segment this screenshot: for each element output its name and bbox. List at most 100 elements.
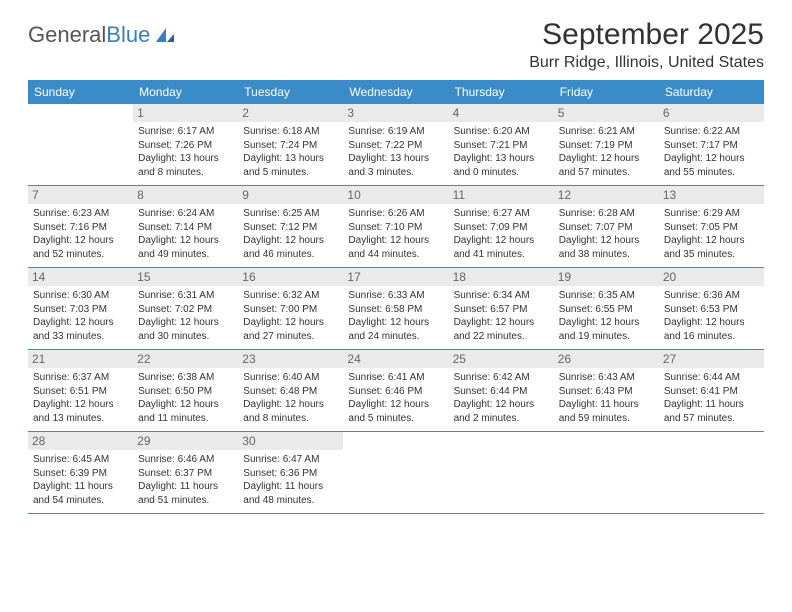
daylight-text: Daylight: 12 hours and 27 minutes. [243,316,338,343]
sunrise-text: Sunrise: 6:46 AM [138,453,233,467]
day-cell: 28Sunrise: 6:45 AMSunset: 6:39 PMDayligh… [28,432,133,513]
sunset-text: Sunset: 7:03 PM [33,303,128,317]
sunrise-text: Sunrise: 6:18 AM [243,125,338,139]
day-cell: 23 Sunrise: 6:40 AMSunset: 6:48 PMDayligh… [238,350,343,431]
day-cell: 4Sunrise: 6:20 AMSunset: 7:21 PMDaylight… [449,104,554,185]
day-number: 29 [133,432,238,450]
day-details: Sunrise: 6:31 AMSunset: 7:02 PMDaylight:… [138,289,233,343]
day-number: 10 [343,186,448,204]
day-number: 25 [449,350,554,368]
day-details: Sunrise: 6:17 AMSunset: 7:26 PMDaylight:… [138,125,233,179]
day-cell: 13Sunrise: 6:29 AMSunset: 7:05 PMDayligh… [659,186,764,267]
page-header: GeneralBlue September 2025 Burr Ridge, I… [28,18,764,72]
logo: GeneralBlue [28,22,176,48]
sunrise-text: Sunrise: 6:35 AM [559,289,654,303]
daylight-text: Daylight: 12 hours and 2 minutes. [454,398,549,425]
sunrise-text: Sunrise: 6:27 AM [454,207,549,221]
day-number: 13 [659,186,764,204]
sunset-text: Sunset: 7:14 PM [138,221,233,235]
day-cell: 25 Sunrise: 6:42 AMSunset: 6:44 PMDayligh… [449,350,554,431]
weekday-header: Monday [133,80,238,104]
daylight-text: Daylight: 12 hours and 19 minutes. [559,316,654,343]
sunrise-text: Sunrise: 6:32 AM [243,289,338,303]
sunset-text: Sunset: 7:19 PM [559,139,654,153]
day-number: 7 [28,186,133,204]
day-details: Sunrise: 6:28 AMSunset: 7:07 PMDaylight:… [559,207,654,261]
day-cell: 11Sunrise: 6:27 AMSunset: 7:09 PMDayligh… [449,186,554,267]
day-cell: 7Sunrise: 6:23 AMSunset: 7:16 PMDaylight… [28,186,133,267]
sunset-text: Sunset: 7:12 PM [243,221,338,235]
sunset-text: Sunset: 6:53 PM [664,303,759,317]
sunset-text: Sunset: 7:16 PM [33,221,128,235]
weekday-header: Sunday [28,80,133,104]
daylight-text: Daylight: 13 hours and 0 minutes. [454,152,549,179]
sunset-text: Sunset: 6:36 PM [243,467,338,481]
sunrise-text: Sunrise: 6:22 AM [664,125,759,139]
sunrise-text: Sunrise: 6:17 AM [138,125,233,139]
daylight-text: Daylight: 12 hours and 13 minutes. [33,398,128,425]
day-details: Sunrise: 6:43 AMSunset: 6:43 PMDaylight:… [559,371,654,425]
sunset-text: Sunset: 6:55 PM [559,303,654,317]
daylight-text: Daylight: 12 hours and 30 minutes. [138,316,233,343]
day-cell: 29Sunrise: 6:46 AMSunset: 6:37 PMDayligh… [133,432,238,513]
sunset-text: Sunset: 6:48 PM [243,385,338,399]
daylight-text: Daylight: 12 hours and 49 minutes. [138,234,233,261]
day-number: 23 [238,350,343,368]
sunset-text: Sunset: 7:02 PM [138,303,233,317]
day-details: Sunrise: 6:45 AMSunset: 6:39 PMDaylight:… [33,453,128,507]
day-cell: 16Sunrise: 6:32 AMSunset: 7:00 PMDayligh… [238,268,343,349]
sunrise-text: Sunrise: 6:42 AM [454,371,549,385]
day-cell [28,104,133,185]
daylight-text: Daylight: 12 hours and 41 minutes. [454,234,549,261]
day-cell: 21Sunrise: 6:37 AMSunset: 6:51 PMDayligh… [28,350,133,431]
day-details: Sunrise: 6:19 AMSunset: 7:22 PMDaylight:… [348,125,443,179]
logo-text-1: General [28,22,106,48]
day-cell: 18Sunrise: 6:34 AMSunset: 6:57 PMDayligh… [449,268,554,349]
week-row: 1Sunrise: 6:17 AMSunset: 7:26 PMDaylight… [28,104,764,186]
day-cell: 24Sunrise: 6:41 AMSunset: 6:46 PMDayligh… [343,350,448,431]
sunrise-text: Sunrise: 6:31 AM [138,289,233,303]
sunrise-text: Sunrise: 6:44 AM [664,371,759,385]
day-details: Sunrise: 6:42 AMSunset: 6:44 PMDaylight:… [454,371,549,425]
day-number: 30 [238,432,343,450]
week-row: 7Sunrise: 6:23 AMSunset: 7:16 PMDaylight… [28,186,764,268]
weekday-header: Thursday [449,80,554,104]
logo-text-2: Blue [106,22,150,48]
day-cell: 19Sunrise: 6:35 AMSunset: 6:55 PMDayligh… [554,268,659,349]
sunrise-text: Sunrise: 6:19 AM [348,125,443,139]
daylight-text: Daylight: 12 hours and 44 minutes. [348,234,443,261]
day-details: Sunrise: 6:36 AMSunset: 6:53 PMDaylight:… [664,289,759,343]
day-number: 4 [449,104,554,122]
sunrise-text: Sunrise: 6:45 AM [33,453,128,467]
daylight-text: Daylight: 12 hours and 35 minutes. [664,234,759,261]
sunset-text: Sunset: 6:57 PM [454,303,549,317]
week-row: 28Sunrise: 6:45 AMSunset: 6:39 PMDayligh… [28,432,764,514]
day-details: Sunrise: 6:22 AMSunset: 7:17 PMDaylight:… [664,125,759,179]
day-cell: 22Sunrise: 6:38 AMSunset: 6:50 PMDayligh… [133,350,238,431]
day-details: Sunrise: 6:44 AMSunset: 6:41 PMDaylight:… [664,371,759,425]
weeks-container: 1Sunrise: 6:17 AMSunset: 7:26 PMDaylight… [28,104,764,514]
sunset-text: Sunset: 6:51 PM [33,385,128,399]
month-title: September 2025 [529,18,764,52]
sunset-text: Sunset: 7:24 PM [243,139,338,153]
daylight-text: Daylight: 12 hours and 8 minutes. [243,398,338,425]
sunrise-text: Sunrise: 6:25 AM [243,207,338,221]
day-cell: 12Sunrise: 6:28 AMSunset: 7:07 PMDayligh… [554,186,659,267]
sunset-text: Sunset: 7:09 PM [454,221,549,235]
sunrise-text: Sunrise: 6:30 AM [33,289,128,303]
day-cell: 6Sunrise: 6:22 AMSunset: 7:17 PMDaylight… [659,104,764,185]
title-block: September 2025 Burr Ridge, Illinois, Uni… [529,18,764,72]
sunrise-text: Sunrise: 6:38 AM [138,371,233,385]
sunset-text: Sunset: 6:43 PM [559,385,654,399]
day-number: 20 [659,268,764,286]
logo-sail-icon [154,26,176,44]
daylight-text: Daylight: 13 hours and 3 minutes. [348,152,443,179]
daylight-text: Daylight: 11 hours and 57 minutes. [664,398,759,425]
day-details: Sunrise: 6:33 AMSunset: 6:58 PMDaylight:… [348,289,443,343]
day-details: Sunrise: 6:35 AMSunset: 6:55 PMDaylight:… [559,289,654,343]
day-details: Sunrise: 6:40 AMSunset: 6:48 PMDaylight:… [243,371,338,425]
weekday-header: Wednesday [343,80,448,104]
daylight-text: Daylight: 11 hours and 59 minutes. [559,398,654,425]
sunset-text: Sunset: 6:41 PM [664,385,759,399]
sunset-text: Sunset: 7:10 PM [348,221,443,235]
